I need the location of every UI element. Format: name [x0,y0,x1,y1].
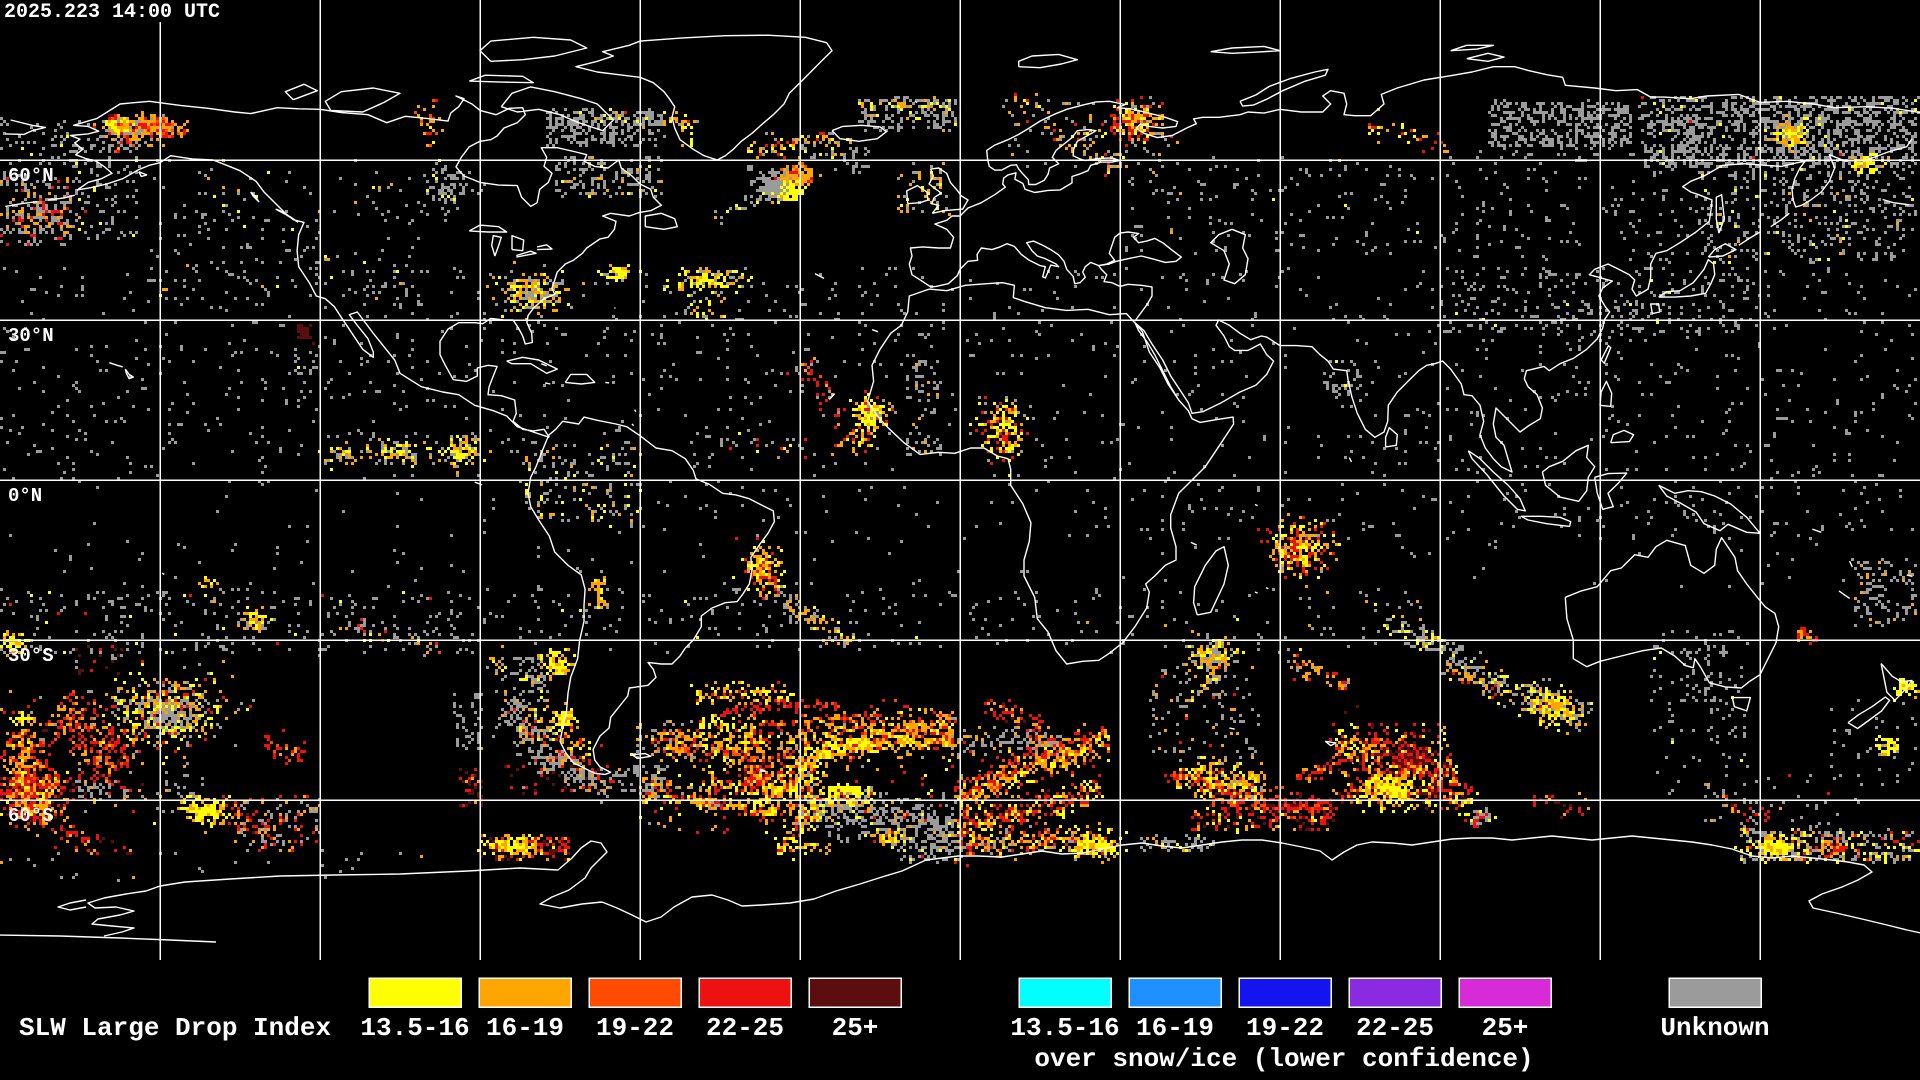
svg-text:Unknown: Unknown [1660,1013,1769,1043]
svg-text:30°S: 30°S [8,645,54,667]
svg-text:13.5-16: 13.5-16 [360,1013,469,1043]
svg-text:over snow/ice (lower confidenc: over snow/ice (lower confidence) [1034,1044,1533,1074]
svg-text:13.5-16: 13.5-16 [1010,1013,1119,1043]
svg-text:25+: 25+ [832,1013,879,1043]
svg-text:SLW Large Drop Index: SLW Large Drop Index [19,1013,331,1043]
svg-text:2025.223 14:00 UTC: 2025.223 14:00 UTC [4,1,220,24]
svg-text:22-25: 22-25 [1356,1013,1434,1043]
svg-text:60°S: 60°S [8,805,54,827]
svg-text:60°N: 60°N [8,165,54,187]
svg-text:19-22: 19-22 [1246,1013,1324,1043]
svg-text:16-19: 16-19 [486,1013,564,1043]
svg-text:0°N: 0°N [8,485,42,507]
svg-text:19-22: 19-22 [596,1013,674,1043]
svg-text:16-19: 16-19 [1136,1013,1214,1043]
svg-text:25+: 25+ [1482,1013,1529,1043]
svg-text:22-25: 22-25 [706,1013,784,1043]
svg-text:30°N: 30°N [8,325,54,347]
